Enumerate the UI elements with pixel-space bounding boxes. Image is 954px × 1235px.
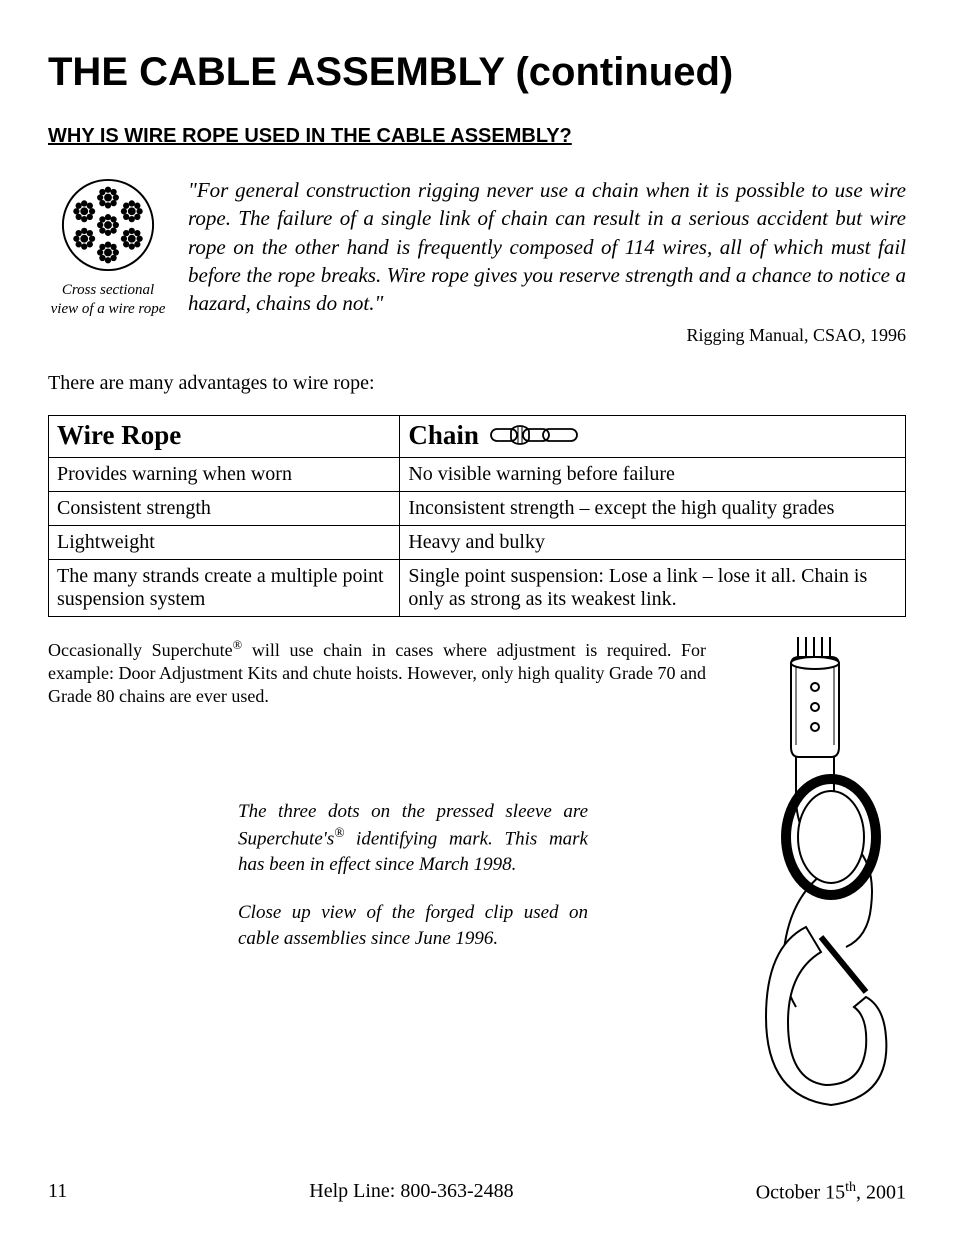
cell-chain: Inconsistent strength – except the high … <box>400 491 906 525</box>
cell-wire: Provides warning when worn <box>49 457 400 491</box>
help-line: Help Line: 800-363-2488 <box>67 1180 755 1205</box>
quote-citation: Rigging Manual, CSAO, 1996 <box>48 325 906 346</box>
hook-figure <box>736 637 906 1122</box>
rope-caption: Cross sectional view of a wire rope <box>48 281 168 319</box>
footer-date: October 15th, 2001 <box>756 1180 906 1205</box>
intro-line: There are many advantages to wire rope: <box>48 372 906 395</box>
hook-clip-icon <box>736 637 906 1117</box>
sleeve-notes: The three dots on the pressed sleeve are… <box>238 799 588 952</box>
cell-wire: Lightweight <box>49 525 400 559</box>
cell-wire: Consistent strength <box>49 491 400 525</box>
table-row: Provides warning when worn No visible wa… <box>49 457 906 491</box>
registered-mark: ® <box>233 638 243 652</box>
table-row: Lightweight Heavy and bulky <box>49 525 906 559</box>
page-title: THE CABLE ASSEMBLY (continued) <box>48 50 906 95</box>
cell-chain: No visible warning before failure <box>400 457 906 491</box>
section-heading: WHY IS WIRE ROPE USED IN THE CABLE ASSEM… <box>48 125 906 148</box>
lower-block: Occasionally Superchute® will use chain … <box>48 637 906 1122</box>
table-header-chain: Chain <box>400 415 906 457</box>
page-number: 11 <box>48 1180 67 1205</box>
comparison-table: Wire Rope Chain Provides warning when wo… <box>48 415 906 617</box>
sleeve-note-2: Close up view of the forged clip used on… <box>238 900 588 951</box>
registered-mark: ® <box>334 825 344 840</box>
chain-header-label: Chain <box>408 420 479 451</box>
table-row: The many strands create a multiple point… <box>49 559 906 616</box>
cell-chain: Heavy and bulky <box>400 525 906 559</box>
chain-icon <box>489 423 579 447</box>
rope-cross-section-icon <box>59 176 157 274</box>
page-footer: 11 Help Line: 800-363-2488 October 15th,… <box>48 1180 906 1205</box>
table-row: Consistent strength Inconsistent strengt… <box>49 491 906 525</box>
quote-text: "For general construction rigging never … <box>188 176 906 319</box>
quote-section: Cross sectional view of a wire rope "For… <box>48 176 906 319</box>
occasional-paragraph: Occasionally Superchute® will use chain … <box>48 637 716 709</box>
table-header-wire: Wire Rope <box>49 415 400 457</box>
rope-cross-section-figure: Cross sectional view of a wire rope <box>48 176 168 319</box>
sleeve-note-1: The three dots on the pressed sleeve are… <box>238 799 588 878</box>
cell-wire: The many strands create a multiple point… <box>49 559 400 616</box>
cell-chain: Single point suspension: Lose a link – l… <box>400 559 906 616</box>
